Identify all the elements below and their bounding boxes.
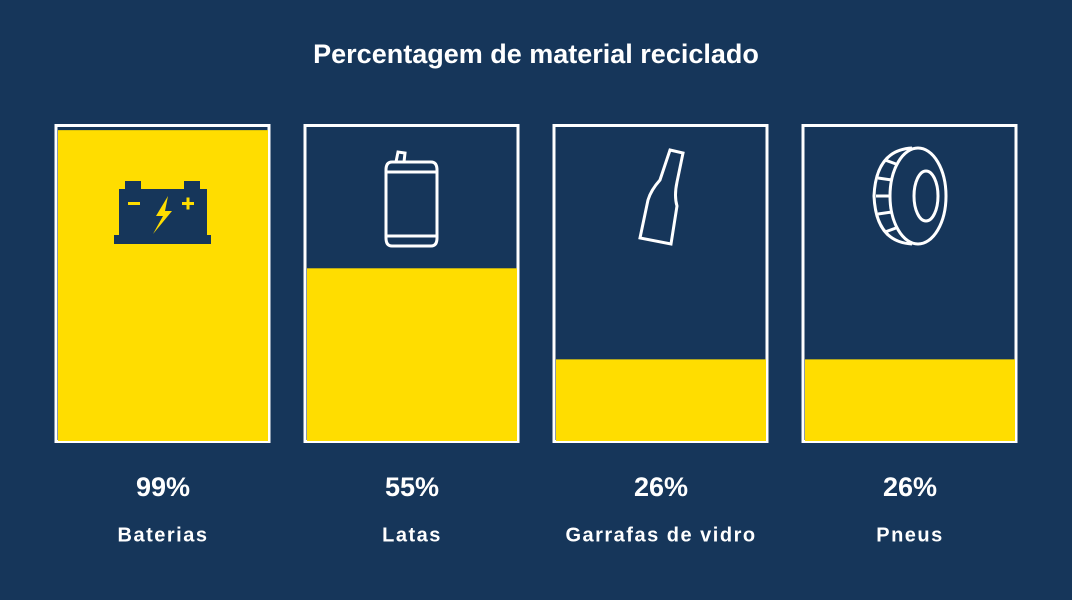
category-label: Baterias bbox=[118, 524, 209, 546]
icons bbox=[114, 146, 948, 248]
value-label: 99% bbox=[136, 472, 190, 502]
bottle-icon bbox=[638, 148, 685, 246]
category-label: Latas bbox=[382, 524, 442, 546]
value-label: 55% bbox=[385, 472, 439, 502]
bar bbox=[805, 359, 1015, 441]
bar bbox=[58, 130, 268, 441]
category-label: Pneus bbox=[876, 524, 944, 546]
category-label: Garrafas de vidro bbox=[565, 524, 756, 546]
chart-title: Percentagem de material reciclado bbox=[313, 39, 759, 69]
value-label: 26% bbox=[634, 472, 688, 502]
bar bbox=[307, 268, 517, 441]
can-icon bbox=[384, 150, 439, 248]
bars bbox=[54, 124, 1018, 443]
bar bbox=[556, 359, 766, 441]
tire-icon bbox=[872, 146, 948, 246]
value-label: 26% bbox=[883, 472, 937, 502]
battery-icon bbox=[114, 181, 211, 244]
